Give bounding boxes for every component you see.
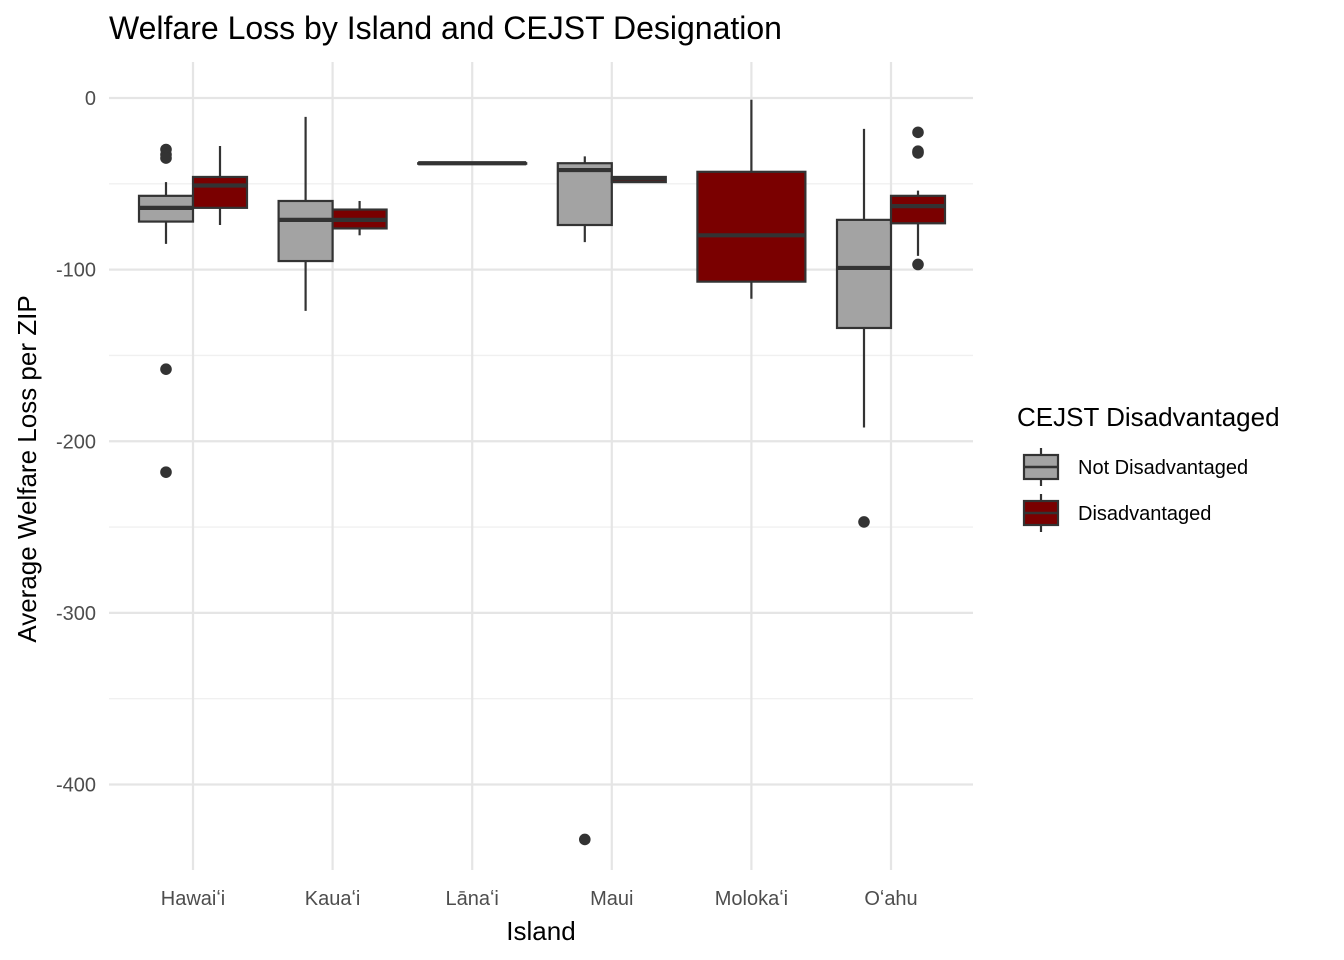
box-body xyxy=(277,199,334,263)
y-axis-title: Average Welfare Loss per ZIP xyxy=(12,295,42,642)
outlier-point xyxy=(160,363,172,375)
box-kauai-not-disadvantaged xyxy=(277,116,334,311)
box-hawaii-not-disadvantaged xyxy=(137,143,195,478)
box-body xyxy=(191,175,249,209)
y-tick-label: -200 xyxy=(56,431,96,453)
x-tick-label: Oʻahu xyxy=(864,888,917,910)
x-tick-label: Maui xyxy=(590,888,633,910)
grid xyxy=(109,62,973,870)
outlier-point xyxy=(912,147,924,159)
box-oahu-not-disadvantaged xyxy=(835,128,893,528)
outlier-point xyxy=(912,258,924,271)
x-tick-label: Lānaʻi xyxy=(446,888,499,910)
legend-item-disadvantaged: Disadvantaged xyxy=(1022,494,1211,532)
box-maui-not-disadvantaged xyxy=(556,156,613,846)
legend-title: CEJST Disadvantaged xyxy=(1017,402,1280,432)
x-tick-label: Hawaiʻi xyxy=(161,888,225,910)
box-kauai-disadvantaged xyxy=(331,200,388,236)
plot-area xyxy=(137,99,947,846)
legend: CEJST Disadvantaged Not Disadvantaged Dis… xyxy=(1017,402,1280,532)
outlier-point xyxy=(160,466,172,478)
y-tick-label: 0 xyxy=(85,88,96,110)
outlier-point xyxy=(858,516,870,528)
outlier-point xyxy=(160,152,172,164)
x-axis: Hawaiʻi Kauaʻi Lānaʻi Maui Molokaʻi Oʻahu xyxy=(161,888,918,910)
legend-item-not-disadvantaged: Not Disadvantaged xyxy=(1022,448,1248,486)
y-tick-label: -300 xyxy=(56,603,96,625)
x-axis-title: Island xyxy=(506,916,575,946)
box-body xyxy=(889,194,947,225)
box-maui-disadvantaged xyxy=(610,175,667,184)
y-tick-label: -400 xyxy=(56,775,96,797)
box-body xyxy=(696,170,807,283)
box-body xyxy=(835,218,893,330)
y-axis: 0 -100 -200 -300 -400 xyxy=(56,88,96,797)
legend-label: Disadvantaged xyxy=(1078,503,1211,525)
outlier-point xyxy=(912,126,924,139)
chart-title: Welfare Loss by Island and CEJST Designa… xyxy=(109,10,782,46)
legend-label: Not Disadvantaged xyxy=(1078,457,1248,479)
box-body xyxy=(556,162,613,227)
box-molokai-disadvantaged xyxy=(696,99,807,299)
x-tick-label: Kauaʻi xyxy=(305,888,361,910)
y-tick-label: -100 xyxy=(56,260,96,282)
box-hawaii-disadvantaged xyxy=(191,146,249,226)
box-lanai-disadvantaged xyxy=(417,161,528,166)
outlier-point xyxy=(579,833,591,846)
x-tick-label: Molokaʻi xyxy=(715,888,788,910)
box-oahu-disadvantaged xyxy=(889,126,947,271)
